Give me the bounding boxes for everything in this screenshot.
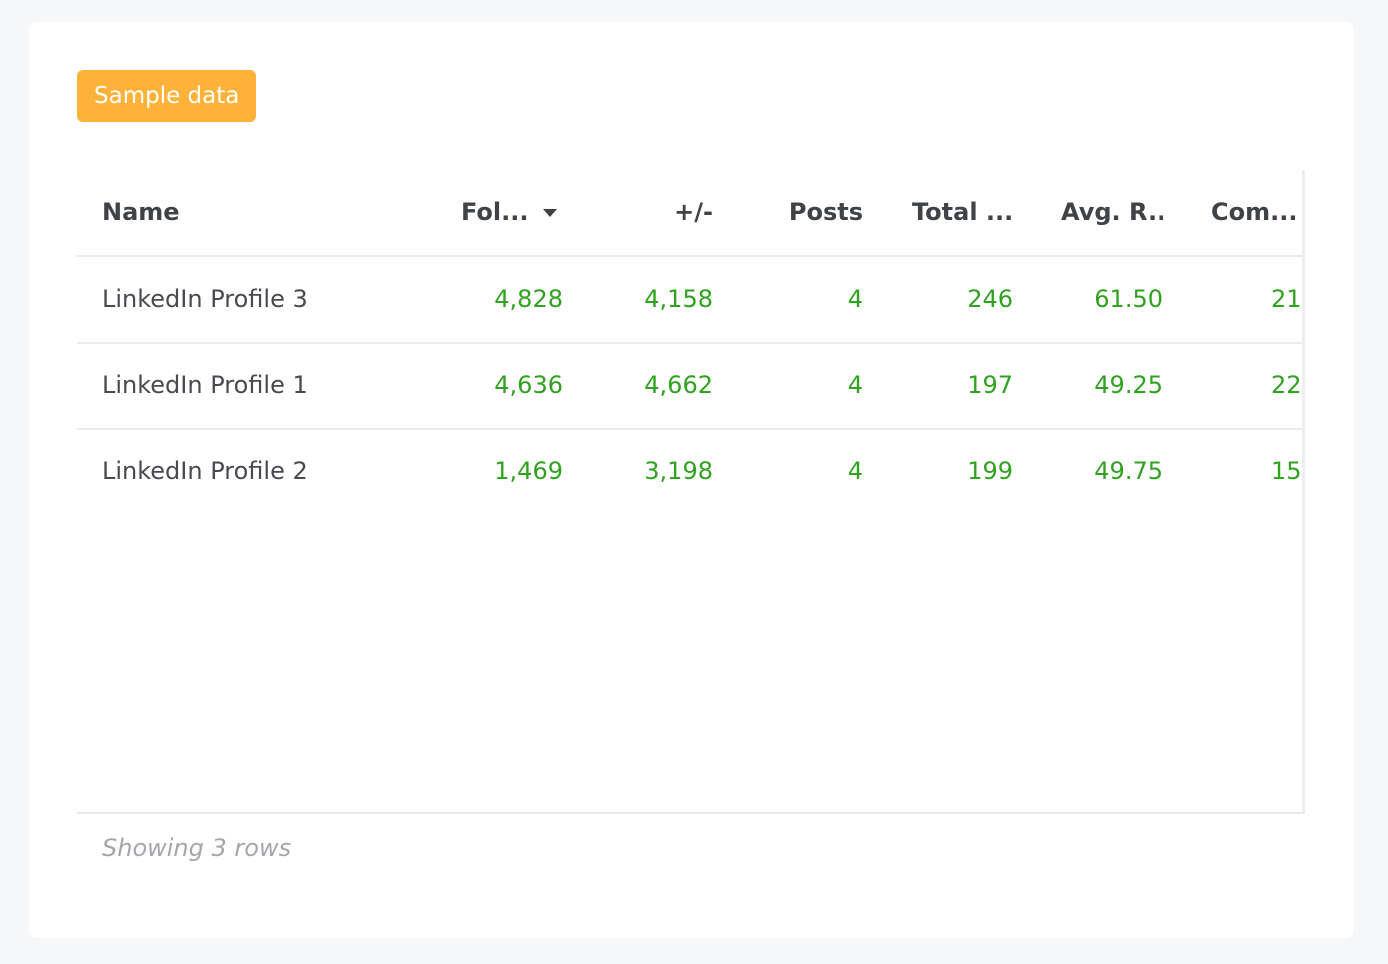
cell-total: 246	[967, 285, 1013, 313]
column-header-followers-label: Fol...	[461, 198, 529, 226]
data-card: Sample data Name Fol... +/- Posts Total …	[29, 22, 1354, 938]
sample-data-badge: Sample data	[77, 70, 257, 122]
cell-change: 3,198	[644, 457, 713, 485]
cell-avg: 49.25	[1094, 371, 1163, 399]
column-header-name-label: Name	[102, 198, 180, 226]
column-header-followers[interactable]: Fol...	[407, 170, 563, 255]
cell-followers: 1,469	[494, 457, 563, 485]
cell-name: LinkedIn Profile 3	[102, 285, 308, 313]
cell-name: LinkedIn Profile 2	[102, 457, 308, 485]
cell-followers: 4,828	[494, 285, 563, 313]
column-header-com[interactable]: Com...	[1163, 170, 1305, 255]
column-header-posts[interactable]: Posts	[713, 170, 863, 255]
column-header-name[interactable]: Name	[102, 170, 402, 255]
cell-com: 221	[1271, 371, 1305, 399]
cell-posts: 4	[847, 285, 863, 313]
table-row[interactable]: LinkedIn Profile 3 4,828 4,158 4 246 61.…	[77, 257, 1305, 344]
cell-posts: 4	[847, 371, 863, 399]
cell-avg: 61.50	[1094, 285, 1163, 313]
column-header-avg-label: Avg. R...	[1061, 198, 1163, 226]
column-header-total-label: Total ...	[912, 198, 1013, 226]
cell-change: 4,662	[644, 371, 713, 399]
column-header-avg[interactable]: Avg. R...	[1013, 170, 1163, 255]
cell-avg: 49.75	[1094, 457, 1163, 485]
row-count-text: Showing 3 rows	[102, 834, 292, 862]
data-table: Name Fol... +/- Posts Total ... Avg. R..…	[77, 170, 1305, 814]
cell-total: 197	[967, 371, 1013, 399]
cell-name: LinkedIn Profile 1	[102, 371, 308, 399]
column-header-total[interactable]: Total ...	[863, 170, 1013, 255]
cell-com: 153	[1271, 457, 1305, 485]
table-header-row: Name Fol... +/- Posts Total ... Avg. R..…	[77, 170, 1305, 257]
cell-com: 212	[1271, 285, 1305, 313]
table-row[interactable]: LinkedIn Profile 2 1,469 3,198 4 199 49.…	[77, 429, 1305, 514]
cell-followers: 4,636	[494, 371, 563, 399]
column-header-com-label: Com...	[1211, 198, 1298, 226]
table-row[interactable]: LinkedIn Profile 1 4,636 4,662 4 197 49.…	[77, 343, 1305, 430]
cell-posts: 4	[847, 457, 863, 485]
cell-total: 199	[967, 457, 1013, 485]
column-header-posts-label: Posts	[788, 198, 863, 226]
column-header-change[interactable]: +/-	[563, 170, 713, 255]
sort-descending-icon[interactable]	[542, 209, 557, 217]
cell-change: 4,158	[644, 285, 713, 313]
column-header-change-label: +/-	[674, 198, 713, 226]
